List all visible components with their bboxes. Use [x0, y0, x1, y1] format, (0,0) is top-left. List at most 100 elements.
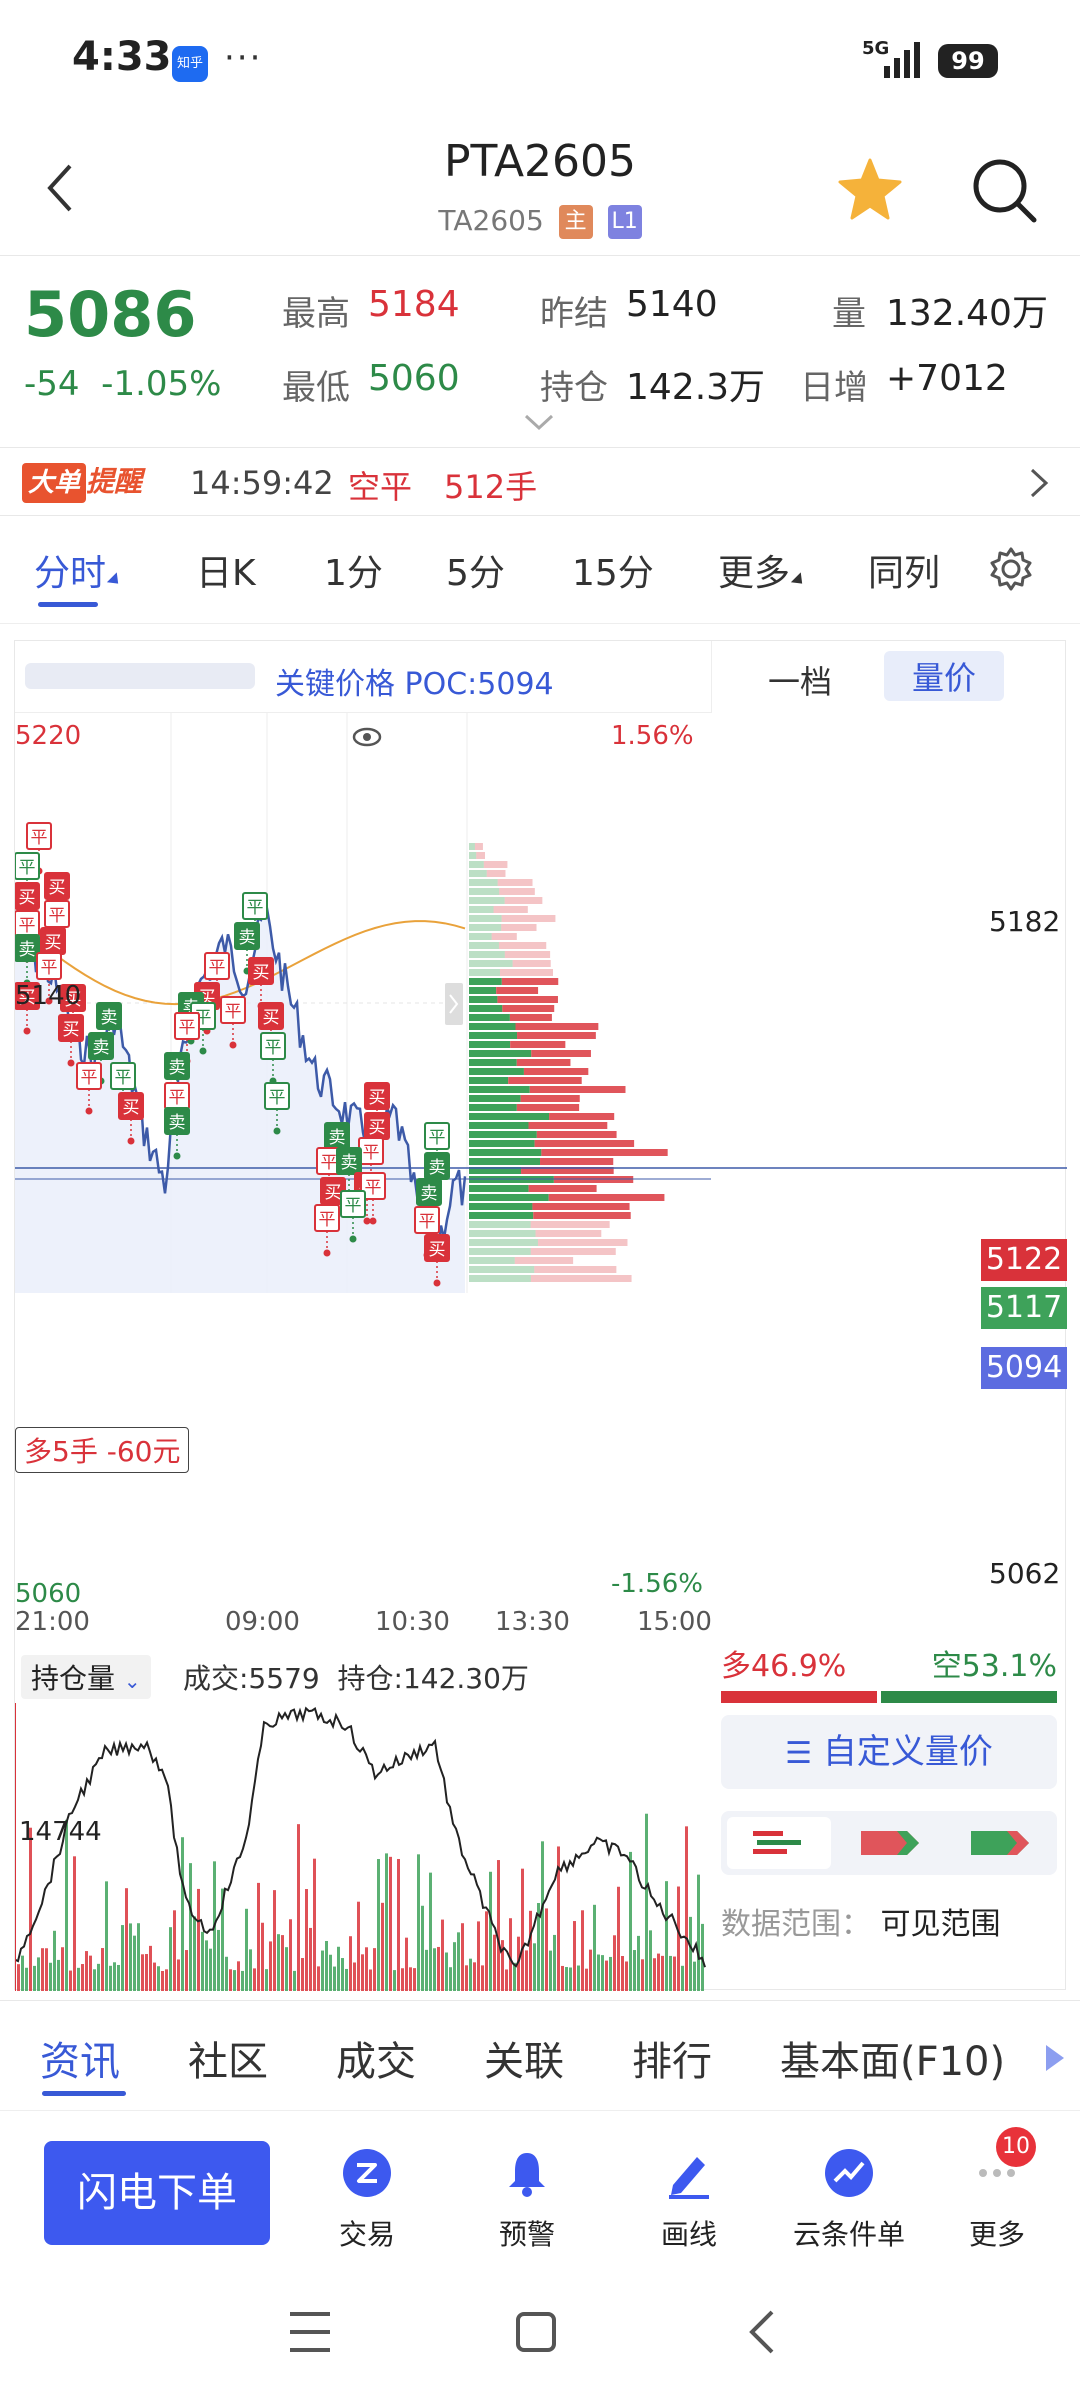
tab-volume-price[interactable]: 量价 [884, 651, 1005, 701]
profile-bar-long [469, 1032, 518, 1039]
chart-area[interactable]: 关键价格 POC:5094 一档 量价 平平买买平平买卖平买买卖买卖平平买平卖平… [14, 640, 1067, 1991]
trade-marker: 平 [26, 822, 52, 875]
trade-marker-label: 卖 [239, 928, 256, 948]
volume-bar [505, 1969, 508, 1991]
large-order-alert[interactable]: 大单 提醒 14:59:42 空平 512手 [0, 448, 1080, 516]
tab-5min[interactable]: 5分 [446, 553, 505, 594]
volume-bar [197, 1888, 200, 1991]
tab-community[interactable]: 社区 [188, 2039, 268, 2085]
volume-bar [85, 1951, 88, 1991]
tab-trades[interactable]: 成交 [336, 2039, 416, 2085]
volume-bar [349, 1936, 352, 1991]
more-button[interactable]: 更多 [932, 2147, 1062, 2253]
back-icon[interactable] [40, 160, 80, 216]
profile-bar-long [469, 1212, 534, 1219]
volume-bar [453, 1942, 456, 1991]
tab-news[interactable]: 资讯 [40, 2039, 120, 2085]
volume-bar [357, 1901, 360, 1991]
scroll-right-icon[interactable] [1044, 2043, 1066, 2073]
profile-bar-long [469, 1104, 517, 1111]
gear-icon[interactable] [988, 546, 1034, 592]
volume-bar [645, 1813, 648, 1991]
volume-bar [269, 1941, 272, 1991]
volume-bar [321, 1950, 324, 1991]
red-arrow-icon [861, 1831, 919, 1855]
volume-bar [105, 1881, 108, 1991]
tab-intraday[interactable]: 分时 [34, 544, 124, 596]
volume-value: 132.40万 [886, 293, 1048, 334]
profile-bar-long [469, 1113, 550, 1120]
tab-1min[interactable]: 1分 [324, 553, 383, 594]
data-range[interactable]: 数据范围： 可见范围 [721, 1899, 1001, 1943]
volume-bar [121, 1925, 124, 1991]
volume-bar [369, 1969, 372, 1991]
tab-ranking[interactable]: 排行 [632, 2039, 712, 2085]
price-axis-top: 5220 [15, 721, 82, 751]
prev-settle-value: 5140 [626, 284, 718, 325]
volume-bar [365, 1947, 368, 1991]
custom-volume-price-button[interactable]: ☰ 自定义量价 [721, 1715, 1057, 1789]
intraday-chart[interactable]: 平平买买平平买卖平买买卖买卖平平买平卖平买买卖平平平买平卖平卖平买买卖平平卖买平… [15, 713, 1067, 1651]
draw-line-button[interactable]: 画线 [624, 2147, 754, 2253]
bell-icon [509, 2153, 545, 2197]
tab-related[interactable]: 关联 [484, 2039, 564, 2085]
trade-marker: 买 [320, 1177, 346, 1230]
mode-green-red[interactable] [947, 1817, 1051, 1869]
volume-bar [649, 1930, 652, 1991]
tab-same-column[interactable]: 同列 [868, 553, 941, 594]
chevron-right-icon[interactable] [1028, 466, 1052, 500]
dropdown-triangle-icon [106, 572, 124, 589]
volume-bar [657, 1953, 660, 1991]
profile-bar-long [469, 1131, 537, 1138]
volume-bar [405, 1937, 408, 1991]
volume-bar [689, 1916, 692, 1991]
trade-marker-label: 买 [123, 1098, 140, 1118]
tab-daily-k[interactable]: 日K [196, 553, 256, 594]
time-label-2100: 21:00 [15, 1607, 90, 1637]
profile-bar-long [469, 1041, 511, 1048]
header: PTA2605 TA2605 主 L1 [0, 120, 1080, 256]
trade-marker-label: 平 [319, 1210, 336, 1230]
mode-split-bars[interactable] [727, 1817, 831, 1869]
position-box[interactable]: 多5手 -60元 [15, 1427, 190, 1473]
eye-icon[interactable] [352, 727, 382, 747]
tab-fundamentals[interactable]: 基本面(F10) [780, 2039, 1006, 2085]
recent-apps-icon[interactable] [290, 2312, 330, 2352]
open-interest-selector[interactable]: 持仓量 ⌄ [21, 1655, 151, 1699]
trade-marker-label: 买 [65, 990, 82, 1010]
more-notifications-icon: ··· [224, 38, 263, 78]
volume-bar [293, 1970, 296, 1991]
profile-bar-long [469, 1005, 503, 1012]
mode-red-green[interactable] [837, 1817, 941, 1869]
search-icon[interactable] [970, 156, 1040, 226]
selector-label: 持仓量 [31, 1662, 116, 1695]
nav-back-icon[interactable] [749, 2310, 774, 2354]
cloud-condition-order-button[interactable]: 云条件单 [784, 2147, 914, 2253]
alert-button[interactable]: 预警 [462, 2147, 592, 2253]
volume-bar [417, 1854, 420, 1991]
volume-bar [385, 1853, 388, 1991]
volume-bar [633, 1950, 636, 1991]
expand-chevron-icon[interactable] [524, 412, 554, 432]
volume-bar [153, 1962, 156, 1991]
profile-bar-long [469, 1221, 531, 1228]
alert-badge-part1: 大单 [22, 463, 87, 503]
volume-chart[interactable] [15, 1703, 711, 1991]
trade-marker-label: 平 [41, 958, 58, 978]
flash-order-button[interactable]: 闪电下单 [44, 2141, 270, 2245]
tab-more[interactable]: 更多 [718, 544, 808, 596]
star-icon[interactable] [836, 156, 904, 224]
trade-marker-label: 平 [19, 916, 36, 936]
home-icon[interactable] [516, 2312, 556, 2352]
trade-marker-label: 卖 [169, 1113, 186, 1133]
trade-marker-label: 平 [169, 1088, 186, 1108]
profile-bar-short [483, 861, 508, 868]
tab-level1[interactable]: 一档 [768, 663, 833, 701]
expand-handle-icon[interactable] [445, 983, 463, 1025]
trade-button[interactable]: 交易 [302, 2147, 432, 2253]
volume-bar [285, 1947, 288, 1991]
volume-bar [481, 1965, 484, 1991]
trade-marker-label: 买 [369, 1118, 386, 1138]
tab-15min[interactable]: 15分 [572, 553, 654, 594]
volume-bar [157, 1966, 160, 1991]
